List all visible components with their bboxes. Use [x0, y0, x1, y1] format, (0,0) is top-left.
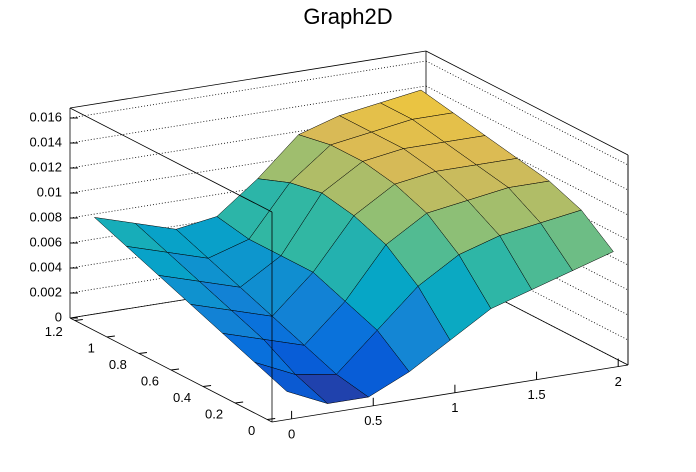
- grid-line: [69, 60, 427, 119]
- z-tick-label: 0.016: [29, 109, 62, 124]
- box-edge: [425, 50, 629, 156]
- surface-cell: [254, 362, 328, 404]
- grid-line: [425, 110, 629, 216]
- x-tick-label: 1: [451, 400, 458, 415]
- x-tick-label: 0.5: [364, 413, 382, 428]
- grid-line: [425, 185, 629, 291]
- x-tick-label: 1.5: [528, 387, 546, 402]
- grid-line: [425, 85, 629, 191]
- tick-mark: [267, 418, 276, 421]
- x-tick-label: 0: [288, 426, 295, 441]
- grid-line: [425, 60, 629, 166]
- z-tick-label: 0.01: [37, 184, 62, 199]
- chart-title: Graph2D: [303, 4, 392, 29]
- z-tick-label: 0: [55, 309, 62, 324]
- y-tick-label: 0.8: [109, 357, 127, 372]
- z-tick-label: 0.008: [29, 209, 62, 224]
- grid-line: [425, 135, 629, 241]
- tick-mark: [235, 401, 244, 404]
- z-tick-label: 0.002: [29, 284, 62, 299]
- x-tick-label: 2: [615, 374, 622, 389]
- z-tick-label: 0.012: [29, 159, 62, 174]
- tick-mark: [106, 335, 115, 338]
- grid-line: [425, 235, 629, 341]
- y-tick-label: 1.2: [45, 324, 63, 339]
- z-tick-label: 0.004: [29, 259, 62, 274]
- grid-line: [425, 210, 629, 316]
- y-tick-label: 0.2: [205, 406, 223, 421]
- box-edge: [271, 364, 629, 423]
- box-edge: [69, 107, 273, 213]
- y-tick-label: 0.4: [173, 390, 191, 405]
- grid-line: [69, 85, 427, 144]
- y-tick-label: 1: [88, 340, 95, 355]
- tick-mark: [170, 368, 180, 371]
- y-tick-label: 0: [248, 423, 255, 438]
- y-tick-label: 0.6: [141, 373, 159, 388]
- tick-mark: [138, 351, 147, 354]
- z-tick-label: 0.014: [29, 134, 62, 149]
- box-edge: [69, 50, 427, 109]
- z-tick-label: 0.006: [29, 234, 62, 249]
- tick-mark: [203, 385, 212, 388]
- tick-mark: [74, 318, 83, 321]
